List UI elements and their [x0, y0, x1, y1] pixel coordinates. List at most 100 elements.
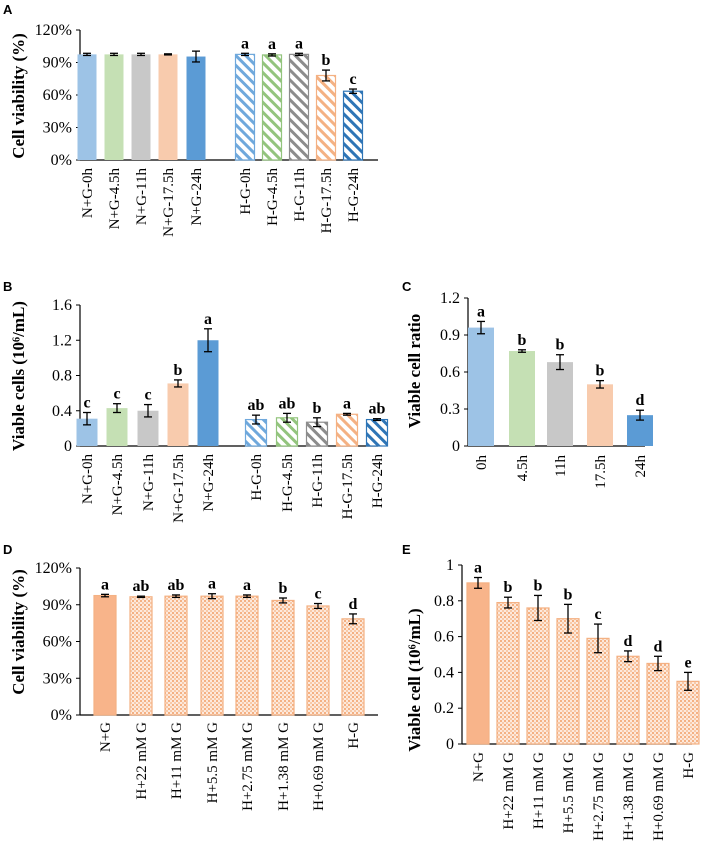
panel-b-x-label: H-G-17.5h	[340, 454, 356, 520]
panel-c-bar	[509, 351, 535, 446]
panel-a-sig-letter: a	[241, 35, 249, 52]
panel-b-ytick-label: 0.4	[52, 403, 72, 420]
panel-a-x-label: N+G-4.5h	[107, 168, 123, 230]
panel-e-ylabel: Viable cell (10⁶/mL)	[405, 608, 424, 751]
panel-e-sig-letter: a	[474, 560, 482, 577]
panel-a-bar	[104, 54, 124, 160]
panel-d-ytick-label: 0%	[51, 707, 72, 724]
panel-b-ytick-label: 0.8	[52, 368, 72, 385]
panel-e-bar	[646, 662, 670, 745]
panel-d-sig-letter: d	[349, 596, 358, 613]
panel-a-sig-letter: a	[295, 35, 303, 52]
panel-d-ylabel: Cell viability (%)	[9, 569, 28, 695]
panel-e-ytick-label: 1	[446, 557, 454, 574]
panel-e-sig-letter: c	[594, 606, 601, 623]
panel-c-bar	[468, 327, 494, 446]
panel-e-x-label: H-G	[681, 752, 697, 779]
panel-e-x-label: H+5.5 mM G	[561, 752, 577, 834]
panel-a-sig-letter: b	[322, 52, 331, 69]
panel-c-ytick-label: 0	[452, 438, 460, 455]
panel-c-x-label: 17.5h	[593, 455, 609, 489]
panel-b-ylabel: Viable cells (10⁶/mL)	[9, 301, 28, 451]
panel-d-bar	[200, 595, 224, 716]
panel-e-ytick-label: 0.8	[434, 593, 454, 610]
panel-d-bar	[271, 599, 295, 716]
panel-b-bar	[137, 410, 159, 446]
panel-e-bar	[466, 582, 490, 745]
panel-b-sig-letter: b	[313, 400, 322, 417]
panel-b-x-label: H-G-0h	[249, 454, 265, 501]
panel-e-sig-letter: d	[654, 638, 663, 655]
panel-e-bar	[526, 607, 550, 745]
panel-e-sig-letter: b	[504, 579, 513, 596]
panel-d-bar	[341, 618, 365, 716]
panel-a-x-label: H-G-4.5h	[265, 168, 281, 226]
panel-b-sig-letter: ab	[369, 401, 386, 418]
panel-a-x-label: N+G-24h	[189, 168, 205, 226]
panel-a-bar	[342, 90, 364, 161]
panel-c-ytick-label: 1.2	[440, 290, 460, 307]
panel-d-x-label: H+22 mM G	[134, 722, 150, 800]
panel-b-bar	[335, 413, 359, 447]
panel-d-ytick-label: 30%	[43, 670, 72, 687]
panel-d-sig-letter: a	[101, 576, 109, 593]
panel-a-x-label: N+G-17.5h	[161, 168, 177, 237]
panel-b-x-label: N+G-17.5h	[171, 454, 187, 523]
panel-b-sig-letter: c	[144, 387, 151, 404]
panel-b-sig-letter: c	[83, 395, 90, 412]
panel-d-ytick-label: 120%	[35, 560, 72, 577]
panel-a-ytick-label: 90%	[43, 55, 72, 72]
panel-c-bar	[547, 362, 573, 446]
panel-d-x-label: H+5.5 mM G	[205, 722, 221, 804]
panel-c-x-label: 0h	[474, 455, 490, 471]
panel-a-x-label: N+G-0h	[80, 168, 96, 219]
panel-c-sig-letter: a	[477, 303, 485, 320]
panel-e-plot: 0 0.2 0.4 0.6 0.8 1 a N+G b H+22 mM G b H+11 mM G b H…	[434, 557, 700, 841]
panel-a-bar	[158, 54, 178, 160]
panel-c-ytick-label: 0.9	[440, 327, 460, 344]
panel-e-ytick-label: 0	[446, 736, 454, 753]
panel-e-sig-letter: b	[564, 586, 573, 603]
panel-e-x-label: H+11 mM G	[531, 752, 547, 829]
panel-d-x-label: H+11 mM G	[169, 722, 185, 799]
panel-b-x-label: H-G-11h	[310, 454, 326, 508]
panel-d-bar	[129, 596, 153, 716]
panel-a-ylabel: Cell viability (%)	[9, 33, 28, 159]
panel-b-ytick-label: 0	[64, 438, 72, 455]
panel-d-sig-letter: c	[314, 586, 321, 603]
panel-c-x-label: 11h	[553, 455, 569, 477]
panel-b-x-label: N+G-0h	[80, 454, 96, 505]
panel-c-ytick-label: 0.6	[440, 364, 460, 381]
panel-a-bar	[131, 54, 151, 160]
panel-label-a: A	[3, 2, 13, 17]
panel-b-sig-letter: ab	[279, 395, 296, 412]
panel-e-x-label: N+G	[471, 752, 487, 782]
panel-e-ytick-label: 0.6	[434, 629, 454, 646]
panel-e-sig-letter: d	[624, 633, 633, 650]
panel-a-x-label: N+G-11h	[134, 168, 150, 226]
panel-d-sig-letter: ab	[133, 578, 150, 595]
panel-e-bar	[556, 618, 580, 745]
panel-d-bar	[306, 605, 330, 716]
panel-a-ytick-label: 120%	[35, 22, 72, 39]
panel-c-sig-letter: d	[636, 392, 645, 409]
panel-b-plot: 0 0.4 0.8 1.2 1.6 c N+G-0h c N+G-4.5h c N+G-11h b N+…	[52, 297, 389, 523]
panel-c-plot: 0 0.3 0.6 0.9 1.2 a 0h b 4.5h b 11h b 17.5h d 24h	[440, 290, 653, 489]
panel-e-sig-letter: e	[684, 654, 691, 671]
panel-b-x-label: N+G-4.5h	[110, 454, 126, 516]
panel-b-sig-letter: ab	[248, 397, 265, 414]
panel-a-bar	[77, 54, 97, 160]
panel-b-bar	[365, 418, 389, 447]
panel-b-x-label: H-G-24h	[370, 454, 386, 509]
panel-b-sig-letter: a	[204, 311, 212, 328]
panel-d-bar	[93, 594, 117, 716]
panel-e-x-label: H+22 mM G	[501, 752, 517, 830]
panel-a-sig-letter: a	[268, 36, 276, 53]
panel-b-bar	[76, 418, 98, 446]
panel-a-plot: 0% 30% 60% 90% 120% N+G-0h N+G-4.5h N+G-11h N+G-…	[35, 22, 378, 237]
panel-b-ytick-label: 1.6	[52, 297, 72, 314]
panel-d-sig-letter: ab	[168, 577, 185, 594]
panel-b-x-label: H-G-4.5h	[280, 454, 296, 512]
panel-c-x-label: 4.5h	[515, 455, 531, 482]
panel-c-bar	[587, 384, 613, 446]
